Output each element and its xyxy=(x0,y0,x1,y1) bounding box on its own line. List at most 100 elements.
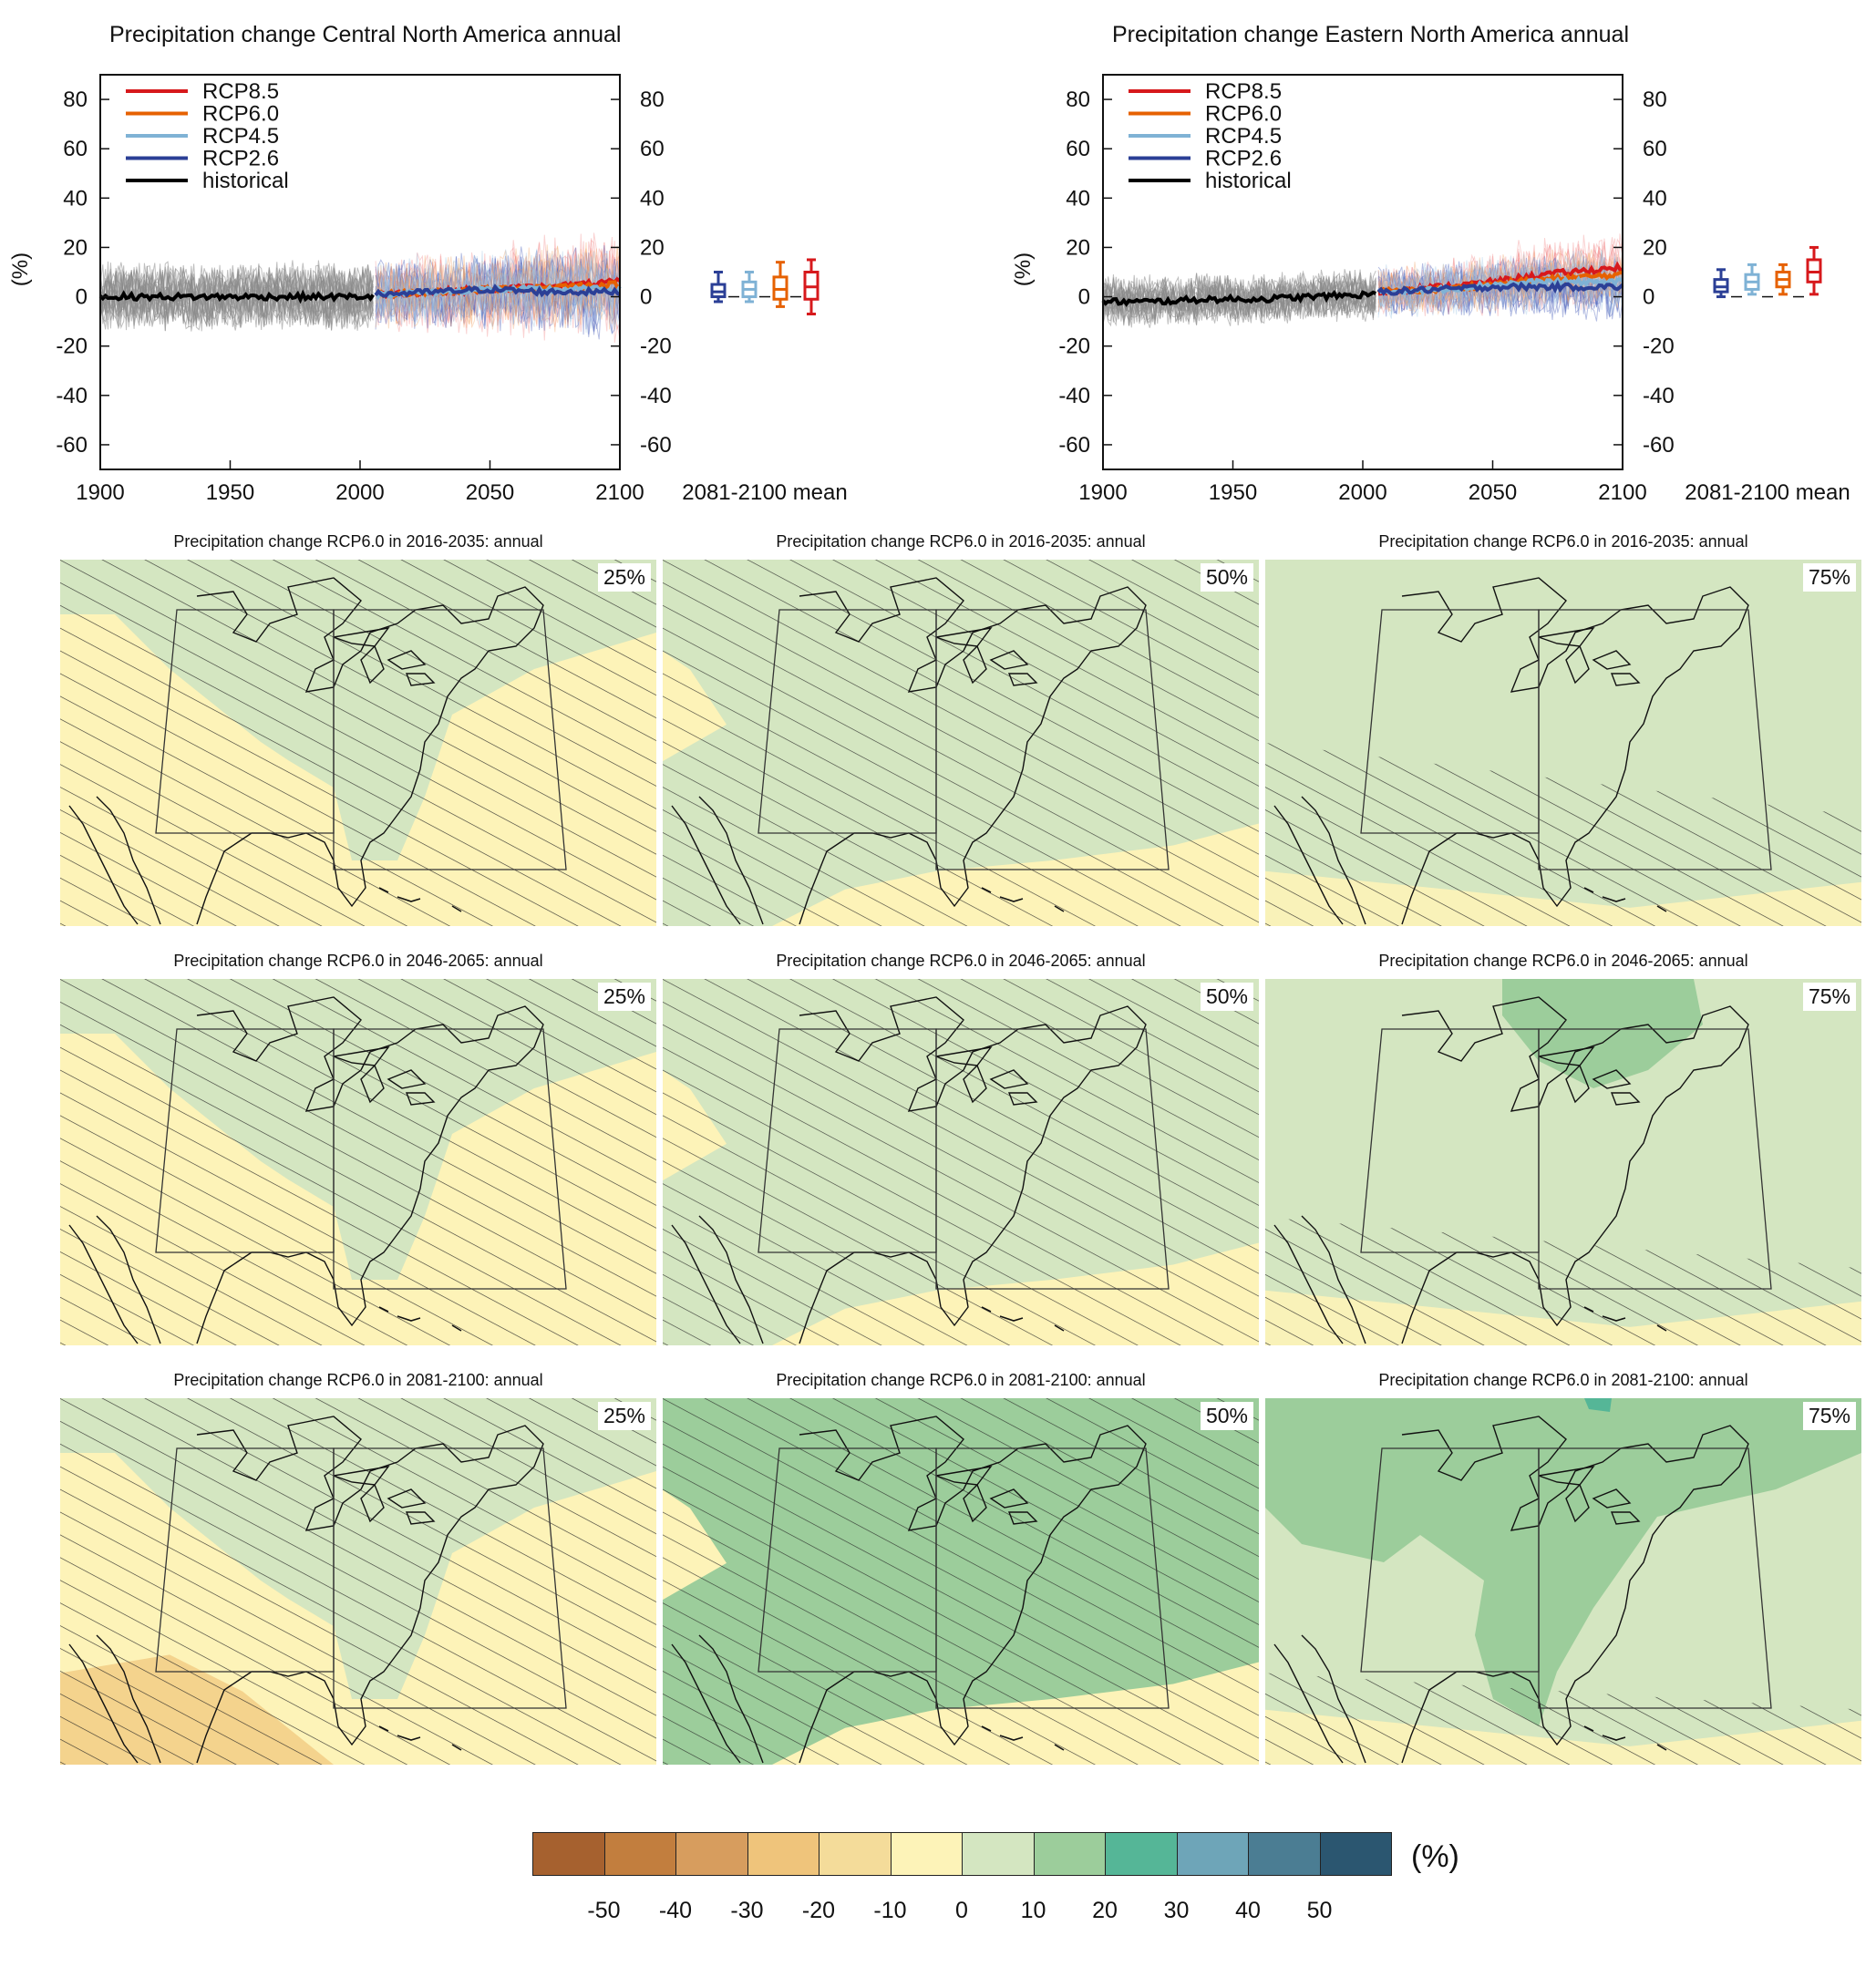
islands xyxy=(981,887,1065,912)
historical-member-line xyxy=(1102,275,1376,328)
y-tick-label: -60 xyxy=(56,433,88,458)
timeseries-title: Precipitation change Central North Ameri… xyxy=(109,22,622,47)
coastline xyxy=(1401,996,1749,1344)
map-panel: 25% xyxy=(60,979,656,1345)
legend-label: RCP6.0 xyxy=(1205,102,1282,127)
colorbar-tick-label: 50 xyxy=(1306,1898,1333,1923)
scenario-member-line xyxy=(375,244,621,328)
legend-label: RCP4.5 xyxy=(1205,124,1282,149)
colorbar-tick-label: 10 xyxy=(1020,1898,1046,1923)
legend-label: RCP2.6 xyxy=(1205,147,1282,171)
y-axis-label: (%) xyxy=(1011,252,1036,286)
scenario-member-line xyxy=(375,248,621,329)
map-panel: 50% xyxy=(663,1398,1259,1765)
map-title: Precipitation change RCP6.0 in 2081-2100… xyxy=(173,1371,543,1389)
map-canvas xyxy=(1265,1398,1861,1765)
x-tick-label: 1950 xyxy=(1209,480,1257,505)
coastline xyxy=(1401,577,1749,925)
scenario-member-line xyxy=(1377,256,1623,320)
scenario-member-line xyxy=(375,242,621,333)
great-lakes xyxy=(333,627,436,686)
legend-label: RCP6.0 xyxy=(202,102,279,127)
colorbar-tick-label: -20 xyxy=(801,1898,836,1923)
colorbar-swatch xyxy=(1319,1832,1392,1876)
great-lakes xyxy=(333,1046,436,1106)
scenario-member-line xyxy=(375,251,621,330)
scenario-member-line xyxy=(375,245,621,327)
mean-box-rcp60 xyxy=(1775,263,1791,296)
y-tick-label-right: 60 xyxy=(1643,137,1667,161)
coastline-west xyxy=(671,1634,764,1764)
significance-hatch xyxy=(663,1398,1259,1765)
scenario-member-line xyxy=(375,256,621,329)
islands xyxy=(378,887,462,912)
map-panel: 50% xyxy=(663,560,1259,926)
mean-box-rcp45 xyxy=(1744,263,1760,296)
percentile-label: 75% xyxy=(1802,563,1856,592)
mean-box-rcp85 xyxy=(803,258,819,316)
mean-box-rcp26 xyxy=(710,271,727,304)
mean-box-rcp45 xyxy=(741,271,758,304)
coastline-west xyxy=(671,796,764,925)
field-wettest xyxy=(1584,1398,1612,1412)
colorbar-tick-label: -30 xyxy=(730,1898,764,1923)
map-canvas xyxy=(663,1398,1259,1765)
y-tick-label: 80 xyxy=(63,88,88,112)
scenario-member-line xyxy=(375,237,621,338)
x-tick-label: 1900 xyxy=(76,480,124,505)
colorbar-swatch xyxy=(1033,1832,1106,1876)
significance-hatch xyxy=(60,1398,656,1765)
series-mean-line-historical xyxy=(1101,290,1377,307)
map-canvas xyxy=(663,560,1259,926)
scenario-member-line xyxy=(375,253,621,330)
y-tick-label-right: 80 xyxy=(640,88,665,112)
coastline xyxy=(799,577,1147,925)
scenario-member-line xyxy=(1377,256,1623,316)
y-tick-label-right: -20 xyxy=(640,335,672,359)
percentile-label: 25% xyxy=(597,983,651,1011)
y-tick-label-right: -20 xyxy=(1643,335,1675,359)
mean-label: 2081-2100 mean xyxy=(1685,480,1850,505)
great-lakes xyxy=(935,627,1038,686)
significance-hatch xyxy=(1265,1673,1861,1765)
map-canvas xyxy=(60,1398,656,1765)
colorbar-unit: (%) xyxy=(1411,1839,1459,1874)
y-tick-label: -20 xyxy=(56,335,88,359)
map-canvas xyxy=(1265,979,1861,1345)
y-tick-label: 20 xyxy=(63,235,88,260)
map-title: Precipitation change RCP6.0 in 2016-2035… xyxy=(1378,532,1748,551)
timeseries-panel-eastern: Precipitation change Eastern North Ameri… xyxy=(1003,0,1876,529)
region-box-eastern xyxy=(1538,609,1772,870)
series-mean-line-rcp26 xyxy=(374,283,622,298)
map-canvas xyxy=(663,979,1259,1345)
map-title: Precipitation change RCP6.0 in 2081-2100… xyxy=(776,1371,1146,1389)
region-box-eastern xyxy=(333,1447,567,1709)
colorbar-tick-label: 40 xyxy=(1235,1898,1261,1923)
map-canvas xyxy=(60,560,656,926)
significance-hatch xyxy=(60,979,656,1345)
scenario-member-line xyxy=(1377,233,1623,316)
percentile-label: 50% xyxy=(1200,983,1253,1011)
scenario-member-line xyxy=(375,250,621,337)
percentile-label: 75% xyxy=(1802,1402,1856,1430)
scenario-member-line xyxy=(1377,256,1623,319)
region-box-eastern xyxy=(1538,1447,1772,1709)
percentile-label: 50% xyxy=(1200,1402,1253,1430)
great-lakes xyxy=(1538,1466,1641,1525)
percentile-label: 25% xyxy=(597,563,651,592)
map-title: Precipitation change RCP6.0 in 2016-2035… xyxy=(776,532,1146,551)
map-panel: 75% xyxy=(1265,560,1861,926)
legend-label: historical xyxy=(202,169,289,193)
y-tick-label-right: 20 xyxy=(1643,235,1667,260)
scenario-member-line xyxy=(375,258,621,326)
coastline-west xyxy=(1273,1215,1366,1344)
scenario-member-line xyxy=(1377,242,1623,316)
scenario-member-line xyxy=(375,251,621,329)
y-tick-label: -60 xyxy=(1058,433,1090,458)
colorbar-swatch xyxy=(675,1832,748,1876)
islands xyxy=(1583,887,1667,912)
y-tick-label-right: -60 xyxy=(640,433,672,458)
scenario-member-line xyxy=(1377,250,1623,312)
scenario-member-line xyxy=(375,255,621,331)
